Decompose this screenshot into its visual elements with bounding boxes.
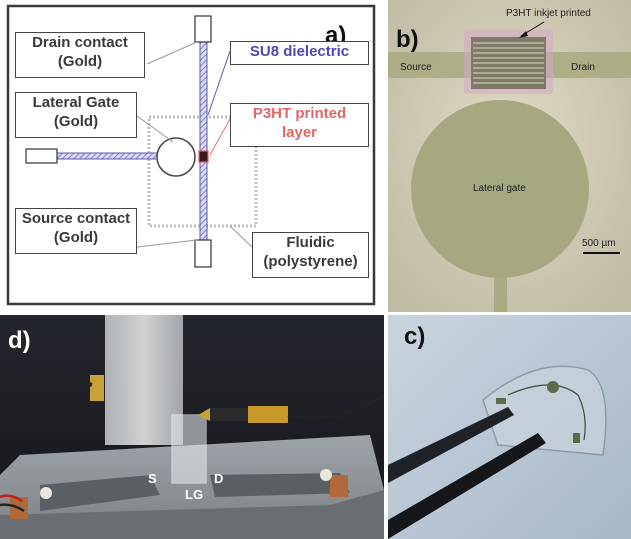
- fitting-tube: [210, 408, 248, 421]
- panel-b-micrograph: b) P3HT inkjet printed Source Drain Late…: [388, 0, 631, 312]
- brass-fitting: [248, 406, 288, 423]
- cuvette: [171, 414, 207, 484]
- tweezer-lower: [388, 433, 546, 539]
- scale-label: 500 µm: [582, 238, 616, 249]
- p3ht-layer-label: P3HT printed layer: [230, 103, 369, 147]
- source-contact-label: Source contact (Gold): [15, 208, 137, 254]
- lateral-gate-label: Lateral Gate (Gold): [15, 92, 137, 138]
- panel-b-letter: b): [396, 26, 419, 53]
- panel-a-schematic: a) Drain contact (Gold) Lateral Gate (Gold…: [0, 0, 384, 312]
- gate-pad: [25, 148, 58, 164]
- fluidic-label: Fluidic (polystyrene): [252, 232, 369, 278]
- left-clamp: [40, 475, 160, 511]
- panel-c-letter: c): [404, 323, 426, 350]
- su8-dielectric-label: SU8 dielectric: [230, 41, 369, 65]
- source-label: Source: [400, 62, 432, 73]
- setup-photo: [0, 315, 384, 539]
- drain-label: Drain: [571, 62, 595, 73]
- panel-d-photo: d) S LG D: [0, 315, 384, 539]
- lateral-gate-label-b: Lateral gate: [473, 183, 526, 194]
- gate-circle: [156, 137, 196, 177]
- drain-contact-label: Drain contact (Gold): [15, 32, 145, 78]
- panel-d-letter: d): [8, 327, 31, 354]
- gate-disc-c: [547, 381, 559, 393]
- micrograph-drawing: [388, 0, 631, 312]
- vertical-electrode: [199, 39, 208, 241]
- p3ht-layer: [198, 150, 209, 163]
- right-clamp: [210, 473, 350, 497]
- right-contact: [330, 475, 348, 497]
- source-pad: [194, 239, 212, 268]
- cylinder: [105, 315, 183, 445]
- label-d: D: [214, 471, 224, 486]
- flexible-device-photo: [388, 315, 631, 539]
- panel-c-photo: c): [388, 315, 631, 539]
- gate-line: [56, 152, 161, 160]
- p3ht-inkjet-label: P3HT inkjet printed: [506, 8, 591, 19]
- tweezer-upper: [388, 407, 514, 483]
- flexible-film: [482, 365, 607, 456]
- drain-pad: [194, 15, 212, 43]
- interdigitated-lines: [473, 42, 544, 84]
- label-s: S: [148, 471, 157, 486]
- gate-disc: [411, 100, 589, 278]
- upper-fitting: [90, 375, 104, 401]
- label-lg: LG: [185, 487, 204, 502]
